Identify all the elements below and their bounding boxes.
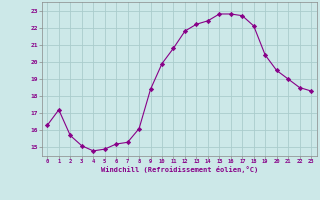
X-axis label: Windchill (Refroidissement éolien,°C): Windchill (Refroidissement éolien,°C) [100, 166, 258, 173]
